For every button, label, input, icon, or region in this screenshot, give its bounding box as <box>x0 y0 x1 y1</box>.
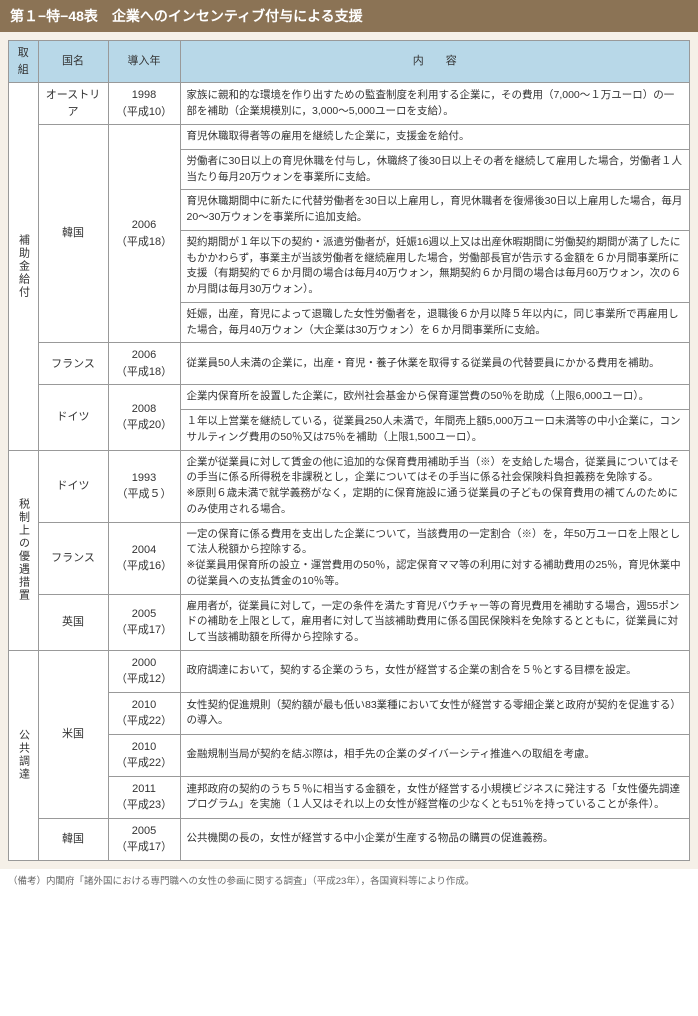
table-row: 税制上の優遇措置 ドイツ 1993（平成５） 企業が従業員に対して賃金の他に追加… <box>9 450 690 522</box>
table-row: フランス 2004（平成16） 一定の保育に係る費用を支出した企業について，当該… <box>9 522 690 594</box>
cell-country: フランス <box>38 343 108 385</box>
cell-country: 米国 <box>38 650 108 818</box>
cell-country: ドイツ <box>38 450 108 522</box>
cell-content: 一定の保育に係る費用を支出した企業について，当該費用の一定割合（※）を，年50万… <box>180 522 690 594</box>
header-category: 取組 <box>9 41 39 83</box>
table-row: 2010（平成22） 女性契約促進規則（契約額が最も低い83業種において女性が経… <box>9 692 690 734</box>
header-country: 国名 <box>38 41 108 83</box>
cell-year: 2010（平成22） <box>108 734 180 776</box>
table-title: 第１−特−48表 企業へのインセンティブ付与による支援 <box>0 0 698 32</box>
cell-content: 育児休職期間中に新たに代替労働者を30日以上雇用し，育児休職者を復帰後30日以上… <box>180 190 690 231</box>
cell-year: 2006（平成18） <box>108 343 180 385</box>
cell-content: 連邦政府の契約のうち５％に相当する金額を，女性が経営する小規模ビジネスに発注する… <box>180 776 690 818</box>
cell-year: 2008（平成20） <box>108 385 180 450</box>
table-row: 韓国 2006（平成18） 育児休職取得者等の雇用を継続した企業に，支援金を給付… <box>9 125 690 150</box>
cell-year: 2000（平成12） <box>108 650 180 692</box>
table-row: 韓国 2005（平成17） 公共機関の長の，女性が経営する中小企業が生産する物品… <box>9 818 690 860</box>
cell-year: 2005（平成17） <box>108 818 180 860</box>
cell-content: 公共機関の長の，女性が経営する中小企業が生産する物品の購買の促進義務。 <box>180 818 690 860</box>
table-row: 2011（平成23） 連邦政府の契約のうち５％に相当する金額を，女性が経営する小… <box>9 776 690 818</box>
table-row: 英国 2005（平成17） 雇用者が，従業員に対して，一定の条件を満たす育児バウ… <box>9 594 690 650</box>
group-procurement: 公共調達 <box>9 650 39 860</box>
cell-country: フランス <box>38 522 108 594</box>
cell-country: 韓国 <box>38 125 108 343</box>
cell-year: 2010（平成22） <box>108 692 180 734</box>
cell-content: 契約期間が１年以下の契約・派遣労働者が，妊娠16週以上又は出産休暇期間に労働契約… <box>180 230 690 302</box>
cell-content: 金融規制当局が契約を結ぶ際は，相手先の企業のダイバーシティ推進への取組を考慮。 <box>180 734 690 776</box>
table-row: ドイツ 2008（平成20） 企業内保育所を設置した企業に，欧州社会基金から保育… <box>9 385 690 410</box>
cell-content: 雇用者が，従業員に対して，一定の条件を満たす育児バウチャー等の育児費用を補助する… <box>180 594 690 650</box>
cell-content: 政府調達において，契約する企業のうち，女性が経営する企業の割合を５％とする目標を… <box>180 650 690 692</box>
cell-year: 2006（平成18） <box>108 125 180 343</box>
table-row: 2010（平成22） 金融規制当局が契約を結ぶ際は，相手先の企業のダイバーシティ… <box>9 734 690 776</box>
header-year: 導入年 <box>108 41 180 83</box>
cell-country: 韓国 <box>38 818 108 860</box>
cell-content: １年以上営業を継続している，従業員250人未満で，年間売上額5,000万ユーロ未… <box>180 410 690 451</box>
cell-year: 1998（平成10） <box>108 83 180 125</box>
header-content: 内 容 <box>180 41 690 83</box>
cell-content: 育児休職取得者等の雇用を継続した企業に，支援金を給付。 <box>180 125 690 150</box>
cell-content: 従業員50人未満の企業に，出産・育児・養子休業を取得する従業員の代替要員にかかる… <box>180 343 690 385</box>
cell-content: 家族に親和的な環境を作り出すための監査制度を利用する企業に，その費用（7,000… <box>180 83 690 125</box>
cell-year: 1993（平成５） <box>108 450 180 522</box>
table-row: 補助金給付 オーストリア 1998（平成10） 家族に親和的な環境を作り出すため… <box>9 83 690 125</box>
cell-year: 2011（平成23） <box>108 776 180 818</box>
cell-content: 企業内保育所を設置した企業に，欧州社会基金から保育運営費の50％を助成（上限6,… <box>180 385 690 410</box>
cell-content: 妊娠，出産，育児によって退職した女性労働者を，退職後６か月以降５年以内に，同じ事… <box>180 302 690 343</box>
cell-content: 女性契約促進規則（契約額が最も低い83業種において女性が経営する零細企業と政府が… <box>180 692 690 734</box>
table-row: フランス 2006（平成18） 従業員50人未満の企業に，出産・育児・養子休業を… <box>9 343 690 385</box>
group-tax: 税制上の優遇措置 <box>9 450 39 650</box>
cell-content: 労働者に30日以上の育児休職を付与し，休職終了後30日以上その者を継続して雇用し… <box>180 149 690 190</box>
cell-country: オーストリア <box>38 83 108 125</box>
table-row: 公共調達 米国 2000（平成12） 政府調達において，契約する企業のうち，女性… <box>9 650 690 692</box>
footnote: （備考）内閣府「諸外国における専門職への女性の参画に関する調査」（平成23年），… <box>0 869 698 895</box>
incentive-table: 取組 国名 導入年 内 容 補助金給付 オーストリア 1998（平成10） 家族… <box>8 40 690 861</box>
table-container: 取組 国名 導入年 内 容 補助金給付 オーストリア 1998（平成10） 家族… <box>0 32 698 869</box>
cell-content: 企業が従業員に対して賃金の他に追加的な保育費用補助手当（※）を支給した場合，従業… <box>180 450 690 522</box>
cell-year: 2004（平成16） <box>108 522 180 594</box>
group-subsidy: 補助金給付 <box>9 83 39 451</box>
cell-country: ドイツ <box>38 385 108 450</box>
cell-country: 英国 <box>38 594 108 650</box>
cell-year: 2005（平成17） <box>108 594 180 650</box>
